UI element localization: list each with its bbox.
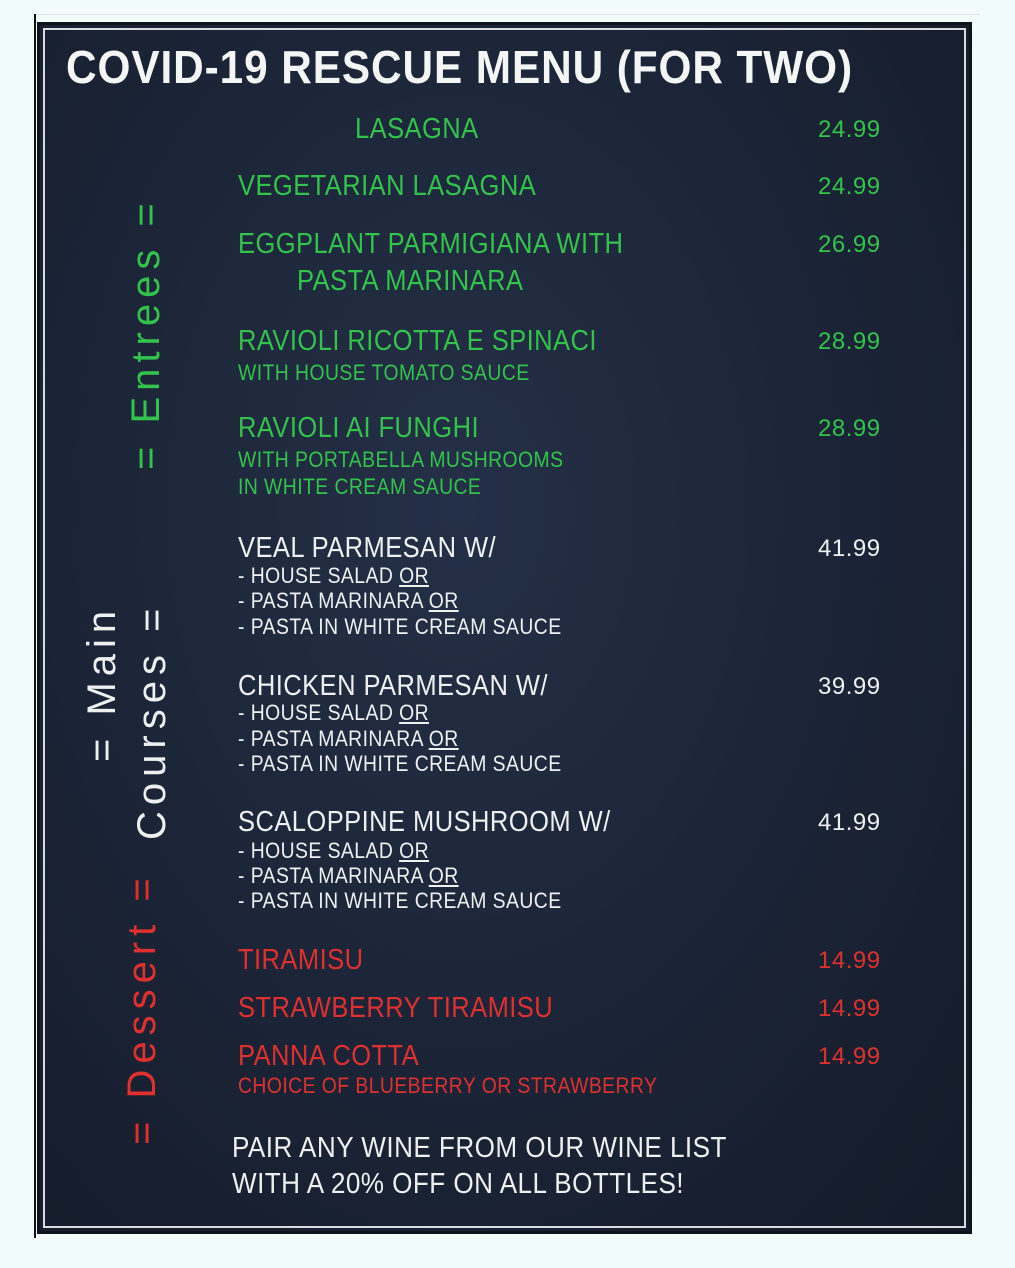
wine-promo-line1: Pair any wine from our wine list	[232, 1132, 727, 1164]
menu-option: - House salad or	[238, 700, 429, 726]
option-text: - Pasta marinara	[238, 726, 429, 751]
menu-item-name: Panna Cotta	[238, 1040, 420, 1072]
wine-promo-line2: with a 20% off on all bottles!	[232, 1168, 685, 1200]
page-top-rule	[36, 14, 980, 15]
menu-item-name: Scaloppine Mushroom W/	[238, 806, 611, 838]
menu-item-price: 14.99	[818, 947, 881, 974]
menu-item-price: 14.99	[818, 995, 881, 1022]
or-text: or	[399, 700, 430, 725]
or-text: or	[428, 863, 459, 888]
menu-item-price: 28.99	[818, 328, 881, 355]
section-label-main-1: = Main	[80, 604, 124, 762]
or-text: or	[428, 726, 459, 751]
menu-item-price: 26.99	[818, 231, 881, 258]
menu-item-description: in white cream sauce	[238, 474, 482, 499]
menu-option: - House salad or	[238, 563, 429, 589]
menu-item-price: 14.99	[818, 1043, 881, 1070]
menu-option: - Pasta marinara or	[238, 863, 459, 889]
menu-item-name-line2: Pasta Marinara	[297, 265, 524, 297]
chalkboard-menu	[37, 22, 972, 1234]
menu-option: - Pasta marinara or	[238, 726, 459, 752]
or-text: or	[428, 588, 459, 613]
menu-option: - Pasta marinara or	[238, 588, 459, 614]
menu-item-name: Lasagna	[355, 113, 479, 145]
option-text: - House salad	[238, 700, 400, 725]
section-label-main-2: Courses =	[130, 602, 174, 840]
page-left-rule	[34, 14, 36, 1238]
menu-item-name: Tiramisu	[238, 944, 364, 976]
menu-item-price: 24.99	[818, 116, 881, 143]
menu-item-price: 39.99	[818, 673, 881, 700]
menu-item-name: Chicken Parmesan W/	[238, 670, 548, 702]
menu-item-name: Strawberry Tiramisu	[238, 992, 554, 1024]
menu-item-price: 41.99	[818, 809, 881, 836]
chalk-frame	[43, 28, 966, 1228]
option-text: - House salad	[238, 838, 400, 863]
menu-item-name: Vegetarian Lasagna	[238, 170, 537, 202]
menu-item-description: Choice of blueberry or strawberry	[238, 1073, 658, 1098]
section-label-entrees: = Entrees =	[124, 197, 168, 470]
or-text: or	[399, 838, 430, 863]
menu-option: - Pasta in white cream sauce	[238, 888, 562, 913]
option-text: - House salad	[238, 563, 400, 588]
menu-item-name: Ravioli Ai Funghi	[238, 412, 479, 444]
menu-option: - Pasta in white cream sauce	[238, 751, 562, 776]
menu-item-description: with portabella mushrooms	[238, 447, 564, 472]
menu-option: - Pasta in white cream sauce	[238, 614, 562, 639]
section-label-dessert: = Dessert =	[120, 872, 164, 1145]
or-text: or	[399, 563, 430, 588]
menu-item-description: with house tomato sauce	[238, 360, 530, 385]
menu-item-price: 41.99	[818, 535, 881, 562]
menu-item-price: 28.99	[818, 415, 881, 442]
menu-item-name: Eggplant Parmigiana with	[238, 228, 624, 260]
menu-item-name: Ravioli Ricotta E Spinaci	[238, 325, 597, 357]
menu-title: Covid-19 Rescue Menu (For Two)	[66, 41, 854, 93]
menu-item-name: Veal Parmesan W/	[238, 532, 497, 564]
menu-item-price: 24.99	[818, 173, 881, 200]
option-text: - Pasta marinara	[238, 588, 429, 613]
menu-option: - House salad or	[238, 838, 429, 864]
option-text: - Pasta marinara	[238, 863, 429, 888]
